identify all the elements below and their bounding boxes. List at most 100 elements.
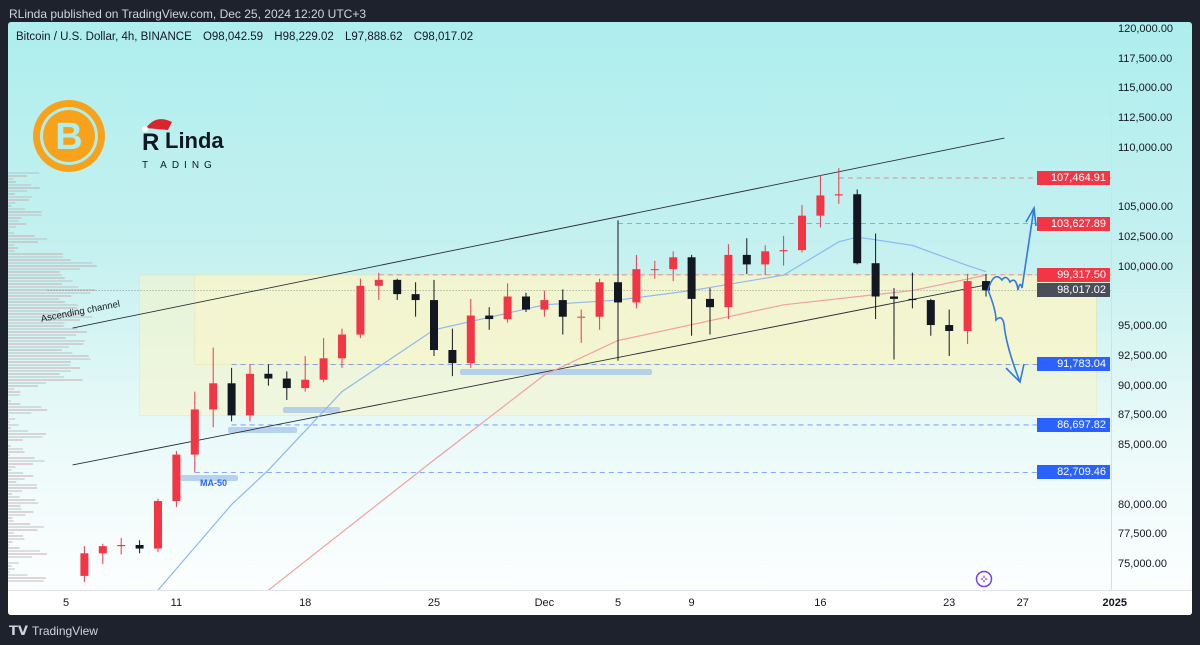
- volume-profile-bar: [8, 238, 48, 240]
- volume-profile-bar: [8, 205, 12, 207]
- volume-profile-bar: [8, 520, 14, 522]
- chart-panel[interactable]: Bitcoin / U.S. Dollar, 4h, BINANCE O98,0…: [8, 22, 1192, 615]
- ohlc-close: C98,017.02: [413, 31, 474, 43]
- price-tick: 80,000.00: [1118, 498, 1167, 511]
- volume-profile-bar: [8, 451, 25, 453]
- volume-profile-bar: [8, 562, 19, 564]
- price-label-support: 86,697.82: [1037, 417, 1110, 432]
- candle-body: [411, 294, 420, 301]
- volume-profile-bar: [8, 226, 17, 228]
- volume-profile-bar: [8, 544, 10, 546]
- candle-body: [319, 358, 328, 380]
- candle-body: [871, 263, 880, 297]
- volume-profile-bar: [8, 571, 10, 573]
- candle-body: [190, 409, 199, 455]
- volume-profile-bar: [8, 448, 23, 450]
- time-tick: Dec: [534, 597, 555, 609]
- time-tick: 16: [814, 597, 827, 609]
- volume-profile-bar: [8, 253, 63, 255]
- time-scale[interactable]: 5 11 18 25 Dec 5 9 16 23 27 2025: [8, 590, 1192, 615]
- candle-body: [448, 350, 457, 364]
- volume-profile-bar: [8, 532, 14, 534]
- volume-profile-bar: [8, 466, 16, 468]
- time-tick: 18: [299, 597, 312, 609]
- candle-body: [356, 285, 365, 335]
- volume-profile-bar: [8, 403, 21, 405]
- volume-profile-bar: [8, 202, 16, 204]
- volume-profile-bar: [8, 508, 22, 510]
- candle-body: [724, 254, 733, 308]
- volume-profile-bar: [8, 421, 10, 423]
- volume-profile-bar: [8, 190, 28, 192]
- candle-body: [945, 325, 954, 331]
- volume-profile-bar: [8, 337, 66, 339]
- volume-profile-bar: [8, 301, 65, 303]
- price-tick: 77,500.00: [1118, 528, 1167, 541]
- volume-profile-bar: [8, 496, 20, 498]
- volume-profile-bar: [8, 382, 46, 384]
- time-tick: 2025: [1102, 597, 1128, 609]
- candle-body: [890, 296, 898, 299]
- volume-profile-bar: [8, 322, 65, 324]
- price-chart[interactable]: [8, 22, 1192, 590]
- volume-profile-bar: [8, 265, 97, 267]
- candle-body: [706, 298, 714, 308]
- volume-profile-bar: [8, 364, 71, 366]
- volume-profile-bar: [8, 178, 14, 180]
- candle-body: [338, 334, 346, 359]
- volume-profile-bar: [8, 256, 64, 258]
- volume-profile-bar: [8, 325, 64, 327]
- volume-profile-bar: [8, 193, 15, 195]
- volume-profile-bar: [8, 391, 21, 393]
- tradingview-logo-icon: 𝗧𝗩: [9, 623, 28, 638]
- price-tick: 112,500.00: [1118, 112, 1173, 125]
- volume-profile-bar: [8, 469, 12, 471]
- price-label-support: 91,783.04: [1037, 357, 1110, 372]
- volume-profile-bar: [8, 577, 46, 579]
- volume-profile-bar: [8, 580, 44, 582]
- volume-profile-bar: [8, 250, 15, 252]
- volume-profile-bar: [8, 484, 37, 486]
- candle-body: [522, 296, 530, 310]
- volume-profile-bar: [8, 502, 39, 504]
- volume-profile-bar: [8, 208, 25, 210]
- volume-profile-bar: [8, 409, 48, 411]
- volume-profile-bar: [8, 388, 15, 390]
- price-tick: 85,000.00: [1118, 439, 1167, 452]
- price-tick: 100,000.00: [1118, 260, 1174, 273]
- volume-profile-bar: [8, 196, 33, 198]
- ohlc-low: L97,888.62: [344, 31, 403, 43]
- volume-profile-bar: [8, 430, 29, 432]
- candle-body: [485, 315, 494, 320]
- candle-body: [374, 279, 383, 286]
- price-tick: 102,500.00: [1118, 231, 1174, 244]
- volume-profile-bar: [8, 499, 36, 501]
- volume-profile-bar: [8, 433, 46, 435]
- volume-profile-bar: [8, 277, 65, 279]
- candle-body: [687, 257, 696, 299]
- time-tick: 27: [1016, 597, 1029, 609]
- candle-body: [135, 544, 144, 549]
- candle-body: [80, 553, 89, 576]
- candle-body: [540, 300, 549, 310]
- candle-body: [466, 315, 475, 364]
- volume-profile-bar: [8, 379, 83, 381]
- price-label-resistance: 99,317.50: [1037, 267, 1110, 282]
- volume-profile-bar: [8, 523, 31, 525]
- volume-profile-bar: [8, 175, 27, 177]
- volume-profile-bar: [8, 541, 13, 543]
- tradingview-label: TradingView: [31, 624, 98, 638]
- candle-body: [669, 257, 678, 270]
- volume-profile-bar: [8, 331, 87, 333]
- volume-profile-bar: [8, 400, 12, 402]
- volume-profile-bar: [8, 463, 34, 465]
- ma50-label: MA-50: [200, 478, 228, 488]
- volume-profile-bar: [8, 481, 17, 483]
- tradingview-brand[interactable]: 𝗧𝗩 TradingView: [9, 623, 98, 639]
- volume-profile-bar: [8, 316, 93, 318]
- volume-profile-bar: [8, 232, 15, 234]
- volume-profile-bar: [8, 556, 32, 558]
- volume-profile-bar: [8, 304, 78, 306]
- volume-profile-bar: [8, 436, 43, 438]
- volume-profile-bar: [8, 349, 62, 351]
